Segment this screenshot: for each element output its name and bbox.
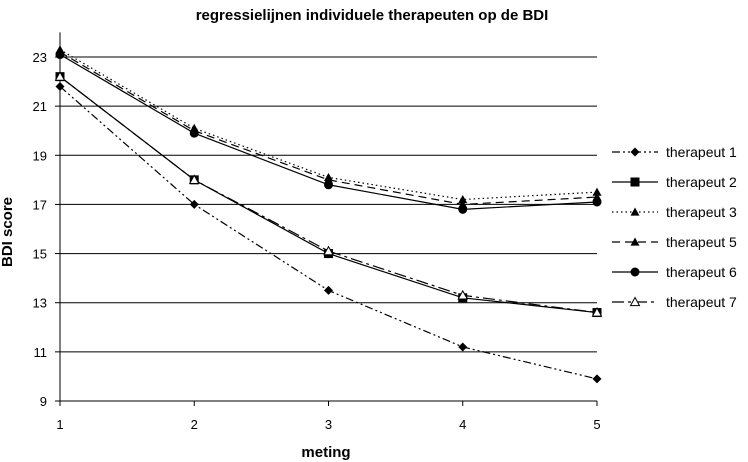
legend-item: therapeut 7 xyxy=(612,294,737,310)
legend-item: therapeut 1 xyxy=(612,144,737,160)
y-tick-labels: 9 11 13 15 17 19 21 23 xyxy=(33,50,47,409)
y-tick-label: 21 xyxy=(33,99,47,114)
data-point xyxy=(324,285,333,295)
x-tick-label: 5 xyxy=(593,417,600,432)
legend-marker xyxy=(629,296,641,307)
legend-marker xyxy=(630,267,640,277)
data-point xyxy=(189,128,199,138)
y-axis-label: BDI score xyxy=(0,197,16,267)
x-tick-label: 4 xyxy=(459,417,466,432)
data-point xyxy=(188,174,200,184)
x-tick-labels: 1 2 3 4 5 xyxy=(56,417,600,432)
series-line xyxy=(59,49,598,201)
legend-marker xyxy=(630,147,640,157)
data-point xyxy=(458,204,468,214)
data-point xyxy=(458,342,468,352)
axes xyxy=(55,32,598,406)
data-series xyxy=(54,45,603,384)
series-1 xyxy=(55,81,602,384)
legend-label: therapeut 2 xyxy=(666,174,737,190)
data-point xyxy=(189,199,199,209)
x-tick-label: 1 xyxy=(56,417,63,432)
series-2 xyxy=(55,72,602,318)
legend-item: therapeut 2 xyxy=(612,174,737,190)
data-point xyxy=(592,374,602,384)
data-point xyxy=(457,289,469,300)
legend-marker xyxy=(630,237,640,246)
data-point xyxy=(55,81,65,91)
legend-label: therapeut 7 xyxy=(666,294,737,310)
series-6 xyxy=(54,71,603,317)
y-tick-label: 11 xyxy=(34,345,48,360)
data-point xyxy=(324,180,333,190)
data-point xyxy=(592,197,602,207)
legend-marker xyxy=(630,177,640,187)
data-point xyxy=(458,195,468,204)
data-point xyxy=(592,187,602,196)
legend: therapeut 1 therapeut 2 therapeut 3 therape… xyxy=(612,144,737,310)
x-axis-label: meting xyxy=(301,444,350,461)
legend-label: therapeut 1 xyxy=(666,144,737,160)
legend-item: therapeut 5 xyxy=(612,234,737,250)
legend-label: therapeut 5 xyxy=(666,234,737,250)
x-tick-label: 2 xyxy=(191,417,198,432)
data-point xyxy=(54,71,66,81)
legend-item: therapeut 3 xyxy=(612,204,737,220)
data-point xyxy=(55,50,65,60)
y-tick-label: 17 xyxy=(33,197,47,212)
legend-label: therapeut 3 xyxy=(666,204,737,220)
x-tick-label: 3 xyxy=(325,417,332,432)
legend-item: therapeut 6 xyxy=(612,264,737,280)
legend-label: therapeut 6 xyxy=(666,264,737,280)
y-tick-label: 15 xyxy=(33,247,47,262)
y-tick-label: 19 xyxy=(33,148,47,163)
y-tick-label: 9 xyxy=(40,394,47,409)
y-tick-label: 13 xyxy=(33,296,47,311)
series-line xyxy=(59,76,598,314)
series-5 xyxy=(55,50,602,214)
data-point xyxy=(323,245,334,256)
chart-title: regressielijnen individuele therapeuten … xyxy=(196,7,549,24)
series-line xyxy=(59,86,598,380)
data-point xyxy=(591,307,603,317)
series-line xyxy=(59,76,598,314)
legend-marker xyxy=(630,207,640,216)
y-tick-label: 23 xyxy=(33,50,47,65)
